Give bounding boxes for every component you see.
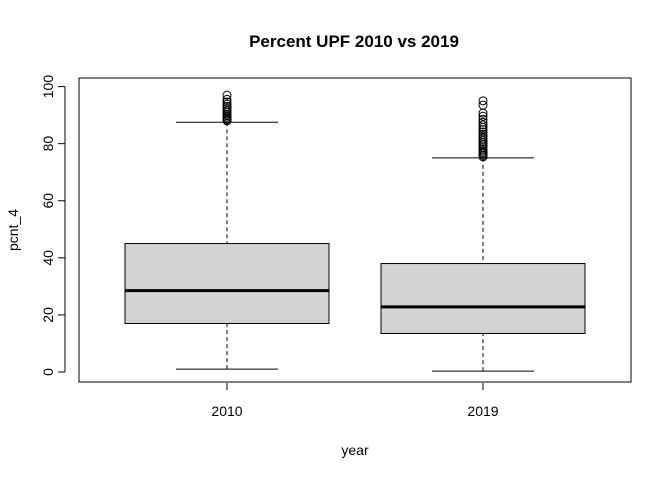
y-tick-label: 100 xyxy=(40,75,56,99)
plot-frame xyxy=(78,77,632,383)
boxes-layer xyxy=(124,90,586,372)
outlier-point xyxy=(478,127,488,137)
y-tick-label: 40 xyxy=(40,250,56,266)
box-iqr xyxy=(380,263,586,334)
outlier-point xyxy=(478,100,488,110)
outlier-point xyxy=(222,94,232,104)
box-iqr xyxy=(124,243,330,324)
outlier-point xyxy=(478,114,488,124)
x-tick-label: 2010 xyxy=(211,403,242,419)
y-axis-label: pcnt_4 xyxy=(5,209,21,251)
x-axis: 2010 2019 xyxy=(211,383,499,419)
outlier-point xyxy=(222,102,232,112)
y-axis: 0 20 40 60 80 100 xyxy=(40,75,66,376)
box-group-2010 xyxy=(124,90,330,370)
y-tick-label: 0 xyxy=(40,368,56,376)
outlier-point xyxy=(222,99,232,109)
y-tick-label: 80 xyxy=(40,136,56,152)
outlier-point xyxy=(478,125,488,135)
outlier-point xyxy=(478,120,488,130)
outlier-point xyxy=(478,111,488,121)
y-tick-label: 60 xyxy=(40,193,56,209)
chart-title: Percent UPF 2010 vs 2019 xyxy=(249,32,459,51)
outlier-point xyxy=(222,97,232,107)
outlier-point xyxy=(478,129,488,139)
x-tick-label: 2019 xyxy=(467,403,498,419)
y-tick-label: 20 xyxy=(40,307,56,323)
outlier-point xyxy=(478,96,488,106)
outlier-point xyxy=(222,90,232,100)
outlier-point xyxy=(478,117,488,127)
x-axis-label: year xyxy=(341,442,369,458)
box-group-2019 xyxy=(380,96,586,372)
